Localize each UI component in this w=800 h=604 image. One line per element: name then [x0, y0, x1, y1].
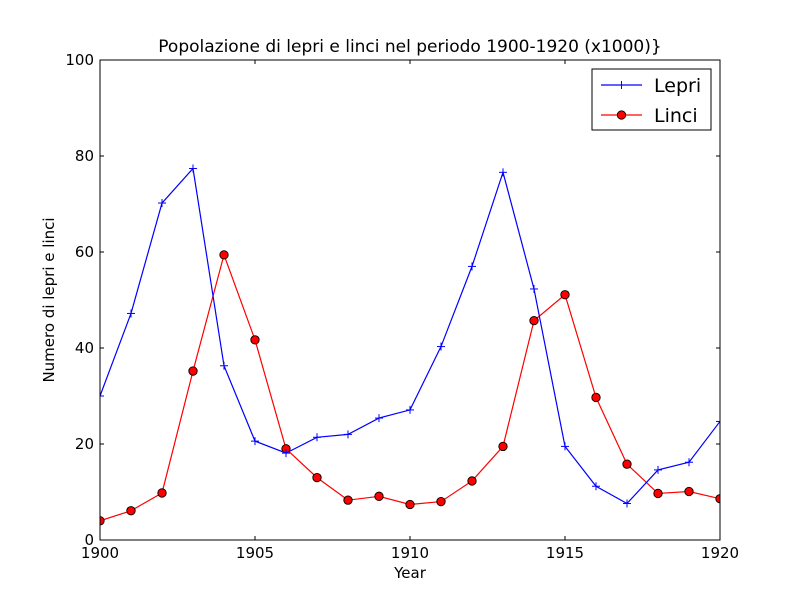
data-point-linci-1909 [374, 491, 384, 501]
data-point-linci-1917 [622, 459, 632, 469]
x-tick-label-1910: 1910 [391, 544, 429, 562]
data-point-linci-1907 [312, 472, 322, 483]
data-point-linci-1908 [343, 495, 353, 505]
data-point-linci-1914 [529, 315, 539, 326]
x-tick-label-1920: 1920 [701, 544, 739, 562]
data-point-linci-1905 [250, 335, 260, 345]
y-tick-label-40: 40 [75, 339, 94, 357]
axis-ticks: 1900 1905 1910 1915 1920 0 20 40 60 80 100 [65, 51, 739, 562]
data-point-lepri-1902 [158, 199, 166, 208]
data-point-linci-1913 [498, 441, 508, 452]
x-tick-label-1900: 1900 [81, 544, 119, 562]
data-point-lepri-1915 [561, 442, 569, 451]
data-point-lepri-1920 [716, 417, 720, 426]
legend-box [591, 68, 712, 131]
y-axis-label: Numero di lepri e linci [40, 217, 58, 382]
legend-label-linci: Linci [654, 105, 698, 127]
data-point-linci-1912 [467, 476, 477, 486]
y-tick-label-80: 80 [75, 147, 94, 165]
data-point-linci-1911 [436, 496, 446, 507]
data-point-lepri-1914 [530, 284, 538, 293]
data-point-lepri-1904 [220, 361, 228, 370]
y-tick-label-20: 20 [75, 435, 94, 453]
data-point-lepri-1911 [437, 342, 445, 351]
data-point-lepri-1901 [127, 309, 135, 318]
data-point-linci-1901 [126, 506, 136, 516]
data-point-linci-1902 [157, 488, 167, 498]
series-lepri [100, 164, 720, 508]
data-point-lepri-1919 [685, 458, 693, 467]
data-point-linci-1915 [560, 290, 570, 300]
plot-area [100, 164, 720, 526]
data-point-lepri-1917 [623, 499, 631, 508]
data-point-lepri-1900 [100, 392, 104, 400]
data-point-lepri-1918 [654, 465, 662, 474]
data-point-lepri-1916 [592, 482, 600, 491]
data-point-lepri-1912 [468, 262, 476, 271]
data-point-lepri-1906 [282, 449, 290, 458]
series-linci [100, 250, 720, 526]
legend-item-lepri: Lepri [601, 75, 701, 97]
legend-item-linci: Linci [601, 105, 698, 127]
legend-marker-lepri [617, 81, 626, 89]
y-tick-label-100: 100 [65, 51, 94, 69]
data-point-lepri-1913 [499, 168, 507, 177]
data-point-linci-1903 [188, 366, 198, 376]
y-tick-label-0: 0 [84, 531, 94, 549]
data-point-linci-1919 [684, 486, 694, 497]
data-point-linci-1916 [591, 392, 601, 403]
y-tick-label-60: 60 [75, 243, 94, 261]
data-point-lepri-1910 [406, 405, 414, 414]
data-point-lepri-1907 [313, 433, 321, 442]
x-axis-label: Year [393, 564, 427, 582]
x-tick-label-1905: 1905 [236, 544, 274, 562]
data-point-lepri-1905 [251, 437, 259, 446]
legend: Lepri Linci [591, 68, 712, 131]
chart-title: Popolazione di lepri e linci nel periodo… [158, 37, 661, 57]
data-point-lepri-1903 [189, 164, 197, 173]
data-point-linci-1904 [219, 250, 229, 260]
data-point-linci-1918 [653, 488, 663, 499]
legend-marker-linci [616, 110, 627, 120]
data-point-lepri-1909 [375, 414, 383, 423]
data-point-lepri-1908 [344, 430, 352, 439]
legend-label-lepri: Lepri [654, 75, 701, 97]
data-point-linci-1910 [405, 499, 415, 510]
x-tick-label-1915: 1915 [546, 544, 584, 562]
